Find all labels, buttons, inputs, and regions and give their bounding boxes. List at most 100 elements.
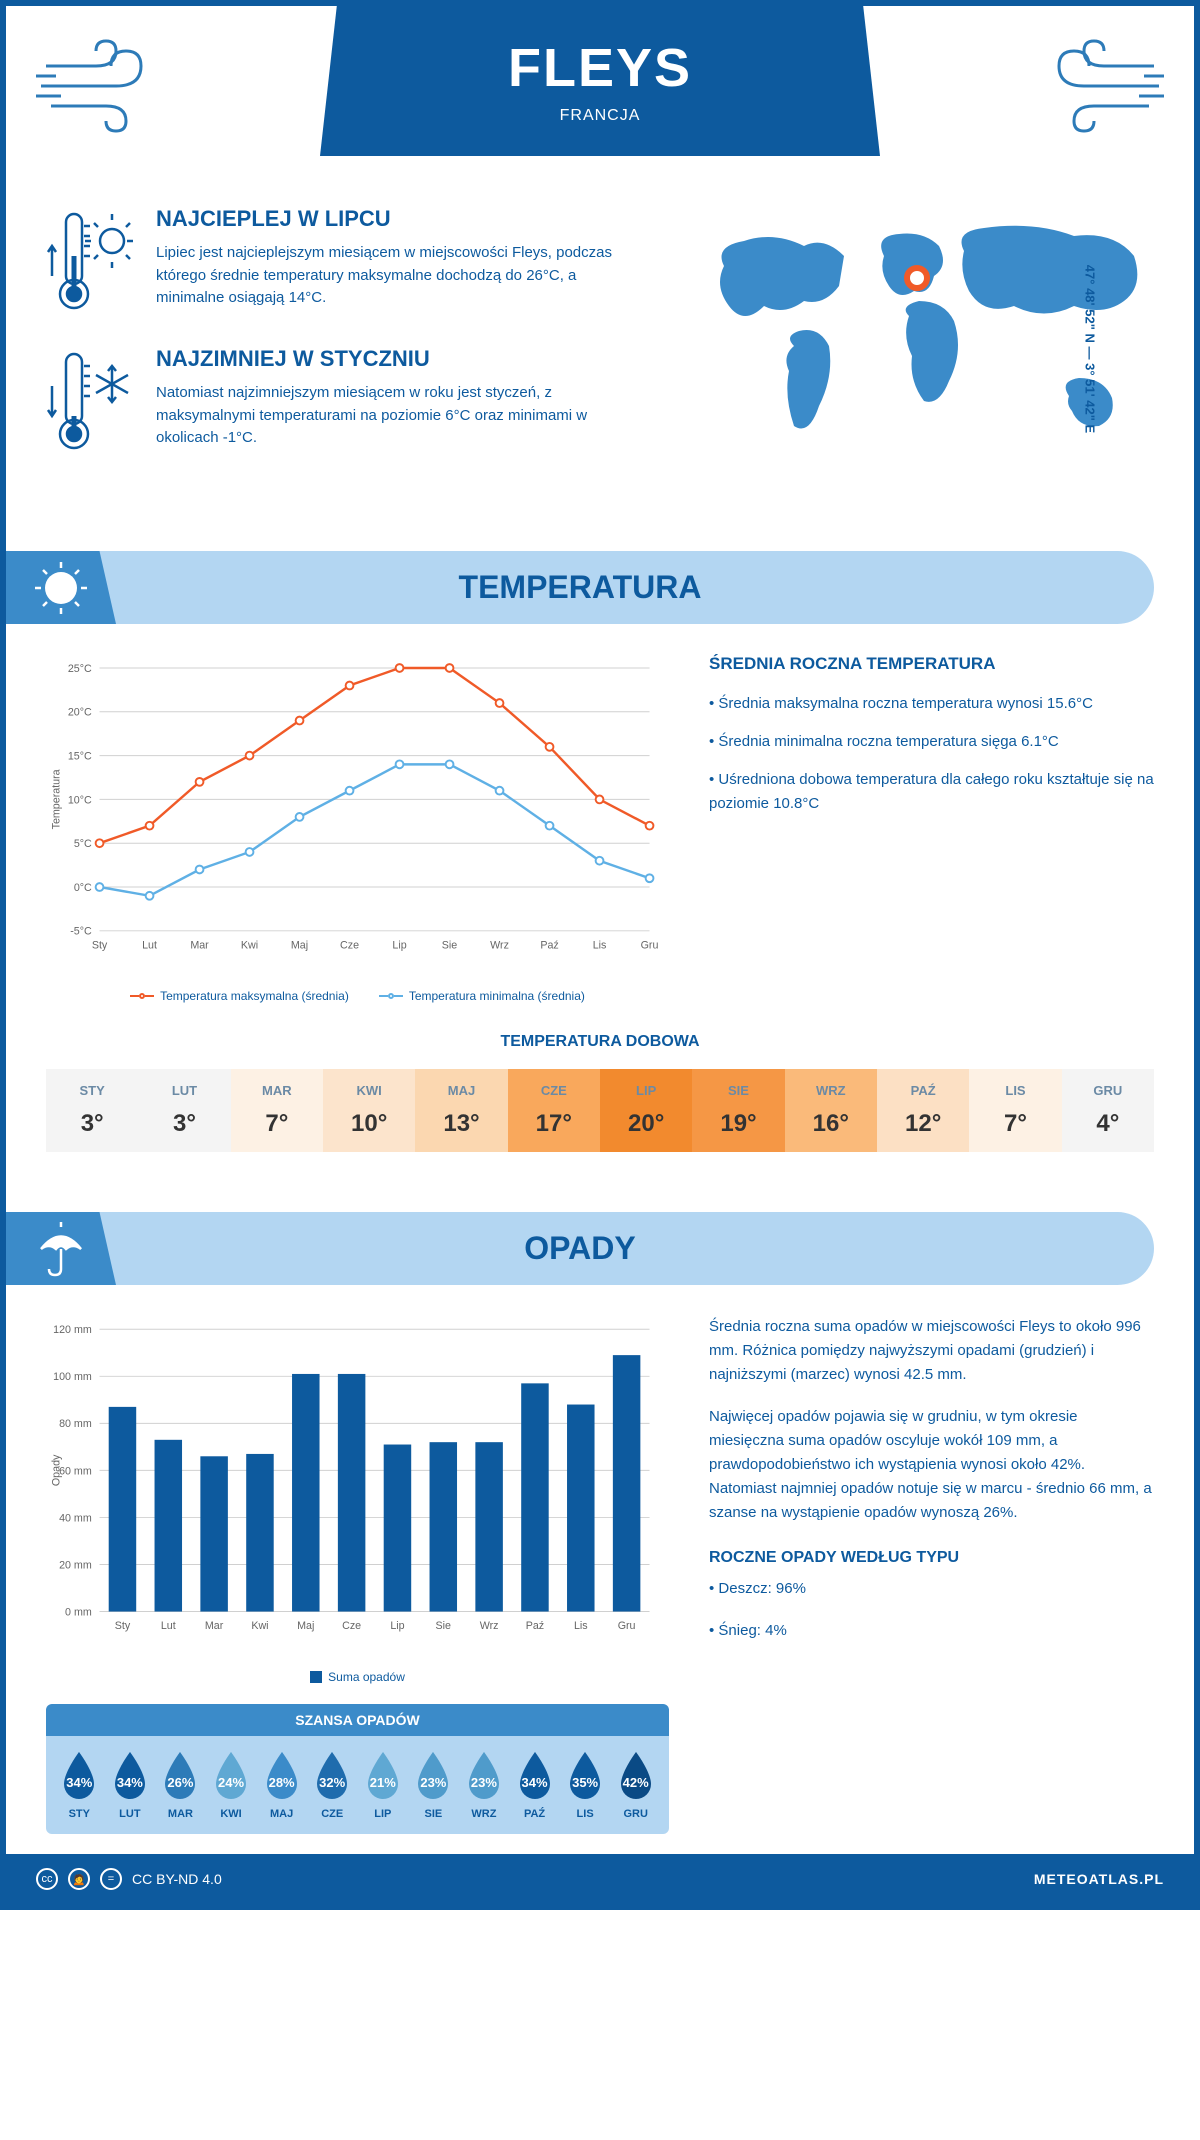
intro-section: NAJCIEPLEJ W LIPCU Lipiec jest najcieple… (6, 186, 1194, 531)
daily-cell: MAR7° (231, 1069, 323, 1152)
by-icon: 🙍 (68, 1868, 90, 1890)
chance-cell: 34%PAŹ (509, 1750, 560, 1820)
precip-snow: • Śnieg: 4% (709, 1619, 1154, 1643)
svg-text:Lis: Lis (574, 1620, 588, 1632)
svg-text:Mar: Mar (190, 939, 209, 951)
svg-text:Sie: Sie (442, 939, 458, 951)
temp-section-header: TEMPERATURA (6, 551, 1154, 624)
precip-info: Średnia roczna suma opadów w miejscowośc… (709, 1315, 1154, 1834)
svg-text:Sty: Sty (115, 1620, 131, 1632)
chance-cell: 42%GRU (610, 1750, 661, 1820)
chance-cell: 23%WRZ (459, 1750, 510, 1820)
svg-text:20 mm: 20 mm (59, 1559, 92, 1571)
svg-text:Paź: Paź (540, 939, 558, 951)
warmest-text: Lipiec jest najcieplejszym miesiącem w m… (156, 242, 644, 310)
daily-cell: LIS7° (969, 1069, 1061, 1152)
svg-text:0°C: 0°C (74, 882, 92, 894)
chance-cell: 32%CZE (307, 1750, 358, 1820)
nd-icon: = (100, 1868, 122, 1890)
precip-p1: Średnia roczna suma opadów w miejscowośc… (709, 1315, 1154, 1387)
svg-text:Paź: Paź (526, 1620, 544, 1632)
temp-heading: TEMPERATURA (459, 569, 702, 606)
title-banner: FLEYS FRANCJA (320, 6, 880, 156)
svg-text:Sty: Sty (92, 939, 108, 951)
svg-text:Lis: Lis (593, 939, 607, 951)
chance-cell: 34%STY (54, 1750, 105, 1820)
svg-text:Cze: Cze (340, 939, 359, 951)
daily-cell: SIE19° (692, 1069, 784, 1152)
svg-text:Lut: Lut (161, 1620, 176, 1632)
legend-min-label: Temperatura minimalna (średnia) (409, 989, 585, 1003)
precip-rain: • Deszcz: 96% (709, 1577, 1154, 1601)
daily-cell: PAŹ12° (877, 1069, 969, 1152)
svg-text:Wrz: Wrz (480, 1620, 499, 1632)
thermometer-hot-icon (46, 206, 136, 316)
chance-cell: 35%LIS (560, 1750, 611, 1820)
svg-text:Wrz: Wrz (490, 939, 509, 951)
svg-text:Maj: Maj (297, 1620, 314, 1632)
svg-text:Sie: Sie (436, 1620, 452, 1632)
svg-text:5°C: 5°C (74, 838, 92, 850)
svg-text:Opady: Opady (51, 1454, 63, 1486)
temp-info-b3: • Uśredniona dobowa temperatura dla całe… (709, 768, 1154, 816)
wind-icon (36, 36, 176, 136)
legend-sum-label: Suma opadów (328, 1670, 405, 1684)
coordinates: 47° 48' 52" N — 3° 51' 42" E (1082, 264, 1097, 432)
svg-text:Lip: Lip (392, 939, 406, 951)
temp-info-title: ŚREDNIA ROCZNA TEMPERATURA (709, 654, 1154, 674)
thermometer-cold-icon (46, 346, 136, 456)
chance-cell: 26%MAR (155, 1750, 206, 1820)
daily-title: TEMPERATURA DOBOWA (46, 1033, 1154, 1051)
svg-text:10°C: 10°C (68, 794, 92, 806)
chance-cell: 24%KWI (206, 1750, 257, 1820)
coldest-title: NAJZIMNIEJ W STYCZNIU (156, 346, 644, 372)
legend-max-label: Temperatura maksymalna (średnia) (160, 989, 349, 1003)
footer: cc 🙍 = CC BY-ND 4.0 METEOATLAS.PL (6, 1854, 1194, 1904)
svg-text:Lip: Lip (390, 1620, 404, 1632)
daily-temp: TEMPERATURA DOBOWA STY3°LUT3°MAR7°KWI10°… (6, 1033, 1194, 1192)
svg-text:Cze: Cze (342, 1620, 361, 1632)
svg-text:Mar: Mar (205, 1620, 224, 1632)
cc-icon: cc (36, 1868, 58, 1890)
daily-cell: STY3° (46, 1069, 138, 1152)
svg-text:-5°C: -5°C (70, 926, 92, 938)
svg-text:Gru: Gru (618, 1620, 636, 1632)
chance-cell: 23%SIE (408, 1750, 459, 1820)
svg-text:100 mm: 100 mm (53, 1371, 92, 1383)
country-name: FRANCJA (560, 107, 641, 125)
precip-type-title: ROCZNE OPADY WEDŁUG TYPU (709, 1549, 1154, 1567)
svg-text:25°C: 25°C (68, 663, 92, 675)
warmest-title: NAJCIEPLEJ W LIPCU (156, 206, 644, 232)
daily-cell: MAJ13° (415, 1069, 507, 1152)
header: FLEYS FRANCJA (6, 6, 1194, 186)
svg-text:Kwi: Kwi (241, 939, 258, 951)
temp-info-b1: • Średnia maksymalna roczna temperatura … (709, 692, 1154, 716)
svg-text:Lut: Lut (142, 939, 157, 951)
svg-text:Kwi: Kwi (251, 1620, 268, 1632)
daily-cell: WRZ16° (785, 1069, 877, 1152)
daily-cell: KWI10° (323, 1069, 415, 1152)
license-text: CC BY-ND 4.0 (132, 1871, 222, 1887)
chance-title: SZANSA OPADÓW (46, 1704, 669, 1736)
svg-text:Temperatura: Temperatura (51, 769, 63, 829)
precip-heading: OPADY (524, 1230, 635, 1267)
svg-text:80 mm: 80 mm (59, 1418, 92, 1430)
chance-cell: 34%LUT (105, 1750, 156, 1820)
daily-cell: LUT3° (138, 1069, 230, 1152)
svg-text:15°C: 15°C (68, 750, 92, 762)
svg-text:20°C: 20°C (68, 707, 92, 719)
map-area: 47° 48' 52" N — 3° 51' 42" E (674, 206, 1154, 491)
city-name: FLEYS (508, 37, 692, 99)
daily-cell: CZE17° (508, 1069, 600, 1152)
chance-cell: 28%MAJ (256, 1750, 307, 1820)
precip-p2: Najwięcej opadów pojawia się w grudniu, … (709, 1405, 1154, 1525)
chance-cell: 21%LIP (357, 1750, 408, 1820)
coldest-block: NAJZIMNIEJ W STYCZNIU Natomiast najzimni… (46, 346, 644, 456)
precip-legend: Suma opadów (46, 1670, 669, 1684)
chance-box: SZANSA OPADÓW 34%STY34%LUT26%MAR24%KWI28… (46, 1704, 669, 1834)
temp-chart: -5°C0°C5°C10°C15°C20°C25°CStyLutMarKwiMa… (46, 654, 669, 1003)
precip-chart: 0 mm20 mm40 mm60 mm80 mm100 mm120 mmStyL… (46, 1315, 669, 1834)
daily-cell: LIP20° (600, 1069, 692, 1152)
sun-icon (31, 558, 91, 618)
temp-legend: Temperatura maksymalna (średnia) Tempera… (46, 989, 669, 1003)
